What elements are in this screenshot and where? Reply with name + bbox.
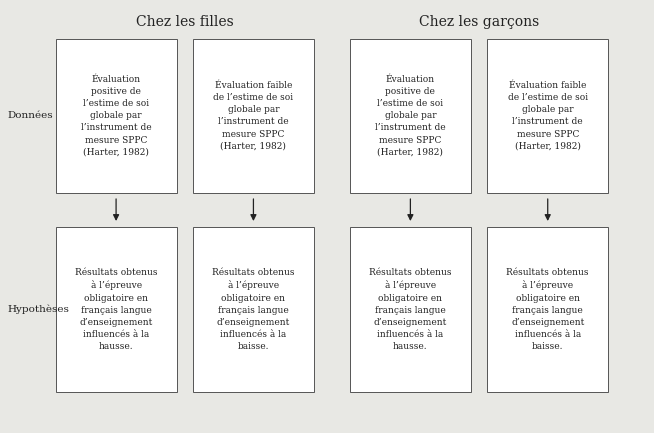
Text: Chez les filles: Chez les filles bbox=[136, 15, 233, 29]
Text: Chez les garçons: Chez les garçons bbox=[419, 15, 539, 29]
Text: Hypothèses: Hypothèses bbox=[8, 305, 70, 314]
Text: Données: Données bbox=[8, 111, 54, 120]
Text: Évaluation faible
de l’estime de soi
globale par
l’instrument de
mesure SPPC
(Ha: Évaluation faible de l’estime de soi glo… bbox=[213, 81, 294, 151]
FancyBboxPatch shape bbox=[193, 227, 314, 392]
Text: Évaluation
positive de
l’estime de soi
globale par
l’instrument de
mesure SPPC
(: Évaluation positive de l’estime de soi g… bbox=[375, 75, 445, 157]
FancyBboxPatch shape bbox=[56, 39, 177, 193]
Text: Résultats obtenus
à l’épreuve
obligatoire en
français langue
d’enseignement
infl: Résultats obtenus à l’épreuve obligatoir… bbox=[369, 268, 452, 351]
FancyBboxPatch shape bbox=[193, 39, 314, 193]
FancyBboxPatch shape bbox=[487, 227, 608, 392]
Text: Résultats obtenus
à l’épreuve
obligatoire en
français langue
d’enseignement
infl: Résultats obtenus à l’épreuve obligatoir… bbox=[75, 268, 158, 351]
Text: Évaluation
positive de
l’estime de soi
globale par
l’instrument de
mesure SPPC
(: Évaluation positive de l’estime de soi g… bbox=[81, 75, 151, 157]
Text: Résultats obtenus
à l’épreuve
obligatoire en
français langue
d’enseignement
infl: Résultats obtenus à l’épreuve obligatoir… bbox=[506, 268, 589, 351]
FancyBboxPatch shape bbox=[350, 227, 471, 392]
Text: Résultats obtenus
à l’épreuve
obligatoire en
français langue
d’enseignement
infl: Résultats obtenus à l’épreuve obligatoir… bbox=[212, 268, 295, 351]
FancyBboxPatch shape bbox=[350, 39, 471, 193]
FancyBboxPatch shape bbox=[487, 39, 608, 193]
Text: Évaluation faible
de l’estime de soi
globale par
l’instrument de
mesure SPPC
(Ha: Évaluation faible de l’estime de soi glo… bbox=[508, 81, 588, 151]
FancyBboxPatch shape bbox=[56, 227, 177, 392]
